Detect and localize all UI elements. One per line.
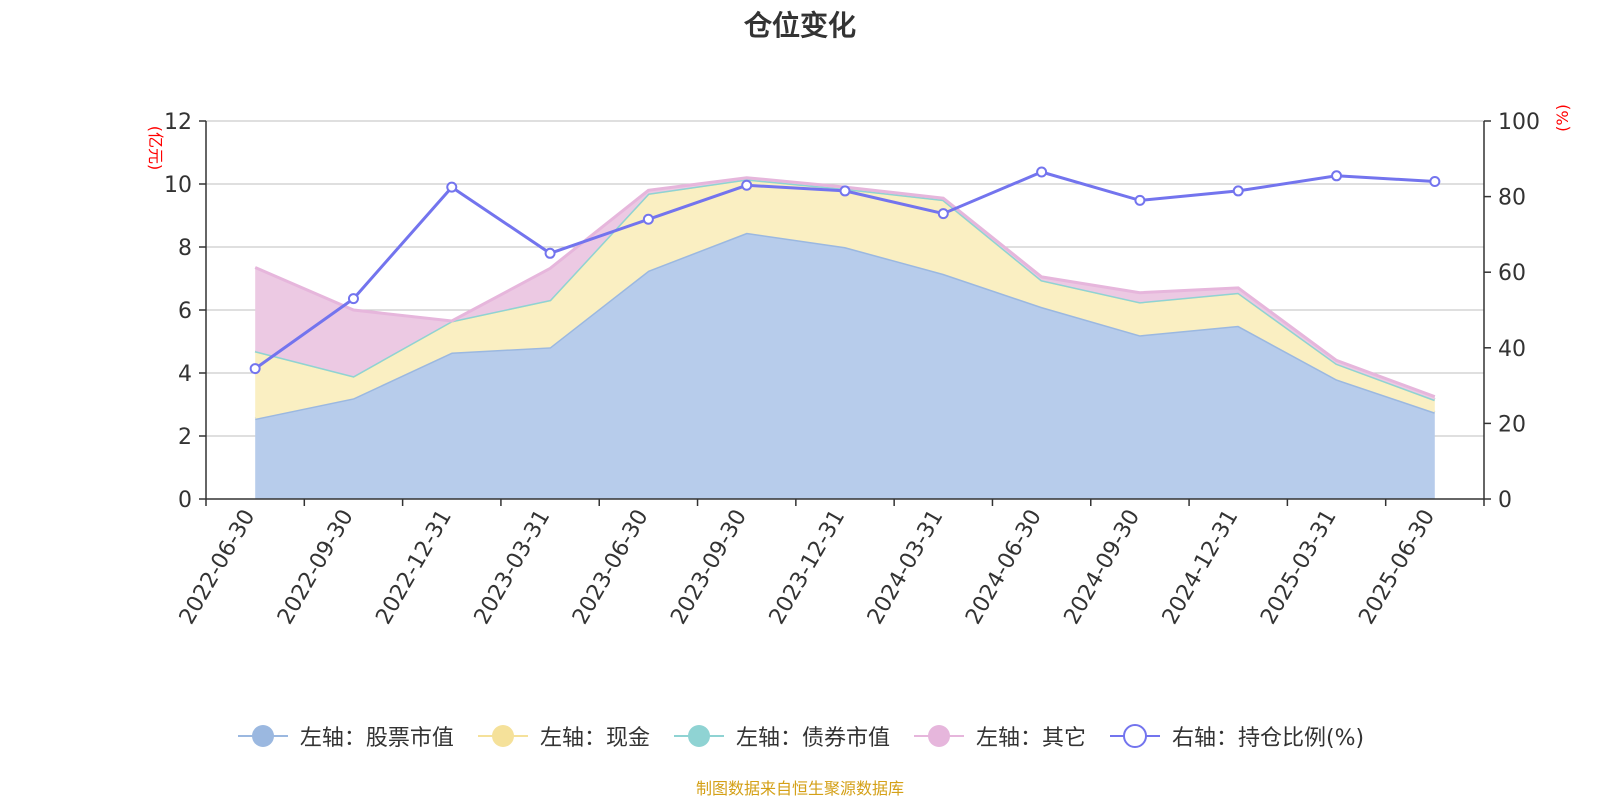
x-tick-label: 2023-03-31	[470, 506, 556, 629]
left-axis-unit: (亿元)	[146, 126, 165, 171]
right-tick-label: 20	[1498, 412, 1526, 437]
x-tick-label: 2024-09-30	[1060, 506, 1146, 629]
area-左轴：股票市值	[255, 232, 1435, 500]
x-tick-label: 2023-09-30	[666, 506, 752, 629]
ratio-point	[839, 185, 851, 197]
legend-swatch	[477, 725, 528, 747]
legend-label: 右轴：持仓比例(%)	[1171, 726, 1365, 751]
x-tick-label: 2025-03-31	[1256, 506, 1342, 629]
ratio-point	[1232, 185, 1244, 197]
x-tick-label: 2024-03-31	[863, 505, 949, 628]
ratio-point	[1331, 170, 1343, 182]
left-tick-label: 2	[178, 425, 192, 450]
area-左轴：现金	[255, 179, 1435, 419]
legend-swatch	[237, 725, 288, 747]
x-tick-label: 2025-06-30	[1354, 506, 1440, 629]
legend-item[interactable]: 右轴：持仓比例(%)	[1108, 720, 1364, 752]
right-tick-label: 80	[1498, 186, 1526, 211]
ratio-point	[249, 363, 261, 375]
ratio-point	[446, 181, 458, 193]
source-note: 制图数据来自恒生聚源数据库	[695, 779, 904, 798]
ratio-point	[1036, 166, 1048, 178]
legend-item[interactable]: 左轴：现金	[476, 720, 650, 752]
legend-label: 左轴：债券市值	[735, 726, 890, 751]
left-tick-label: 0	[178, 488, 192, 513]
ratio-point	[1134, 194, 1146, 206]
x-tick-label: 2023-12-31	[765, 506, 851, 629]
right-tick-label: 0	[1498, 488, 1512, 513]
x-tick-label: 2024-12-31	[1158, 506, 1244, 629]
x-tick-label: 2022-12-31	[371, 506, 457, 629]
legend-label: 左轴：现金	[539, 726, 650, 751]
left-tick-label: 10	[164, 173, 192, 198]
x-tick-label: 2022-06-30	[175, 506, 261, 629]
legend-item[interactable]: 左轴：股票市值	[236, 720, 454, 752]
legend: 左轴：股票市值 左轴：现金 左轴：债券市值 左轴：其它 右轴：持仓比例(%)	[0, 720, 1600, 752]
right-tick-label: 100	[1498, 110, 1540, 135]
legend-label: 左轴：其它	[975, 726, 1086, 751]
x-tick-label: 2022-09-30	[273, 506, 359, 629]
x-tick-label: 2024-06-30	[961, 506, 1047, 629]
right-tick-label: 40	[1498, 337, 1526, 362]
ratio-point	[741, 179, 753, 191]
legend-label: 左轴：股票市值	[299, 726, 454, 751]
ratio-point	[1429, 175, 1441, 187]
ratio-point	[642, 213, 654, 225]
left-tick-label: 6	[178, 299, 192, 324]
right-tick-label: 60	[1498, 261, 1526, 286]
left-tick-label: 12	[164, 110, 192, 135]
legend-swatch	[1109, 724, 1160, 748]
left-tick-label: 4	[178, 362, 192, 387]
right-axis-unit: (%)	[1553, 104, 1572, 132]
x-tick-label: 2023-06-30	[568, 506, 654, 629]
chart-title: 仓位变化	[743, 9, 856, 42]
legend-swatch	[673, 725, 724, 747]
ratio-point	[347, 293, 359, 305]
ratio-point	[937, 208, 949, 220]
legend-item[interactable]: 左轴：其它	[912, 720, 1086, 752]
ratio-point	[544, 247, 556, 259]
legend-item[interactable]: 左轴：债券市值	[672, 720, 890, 752]
left-tick-label: 8	[178, 236, 192, 261]
legend-swatch	[913, 725, 964, 747]
